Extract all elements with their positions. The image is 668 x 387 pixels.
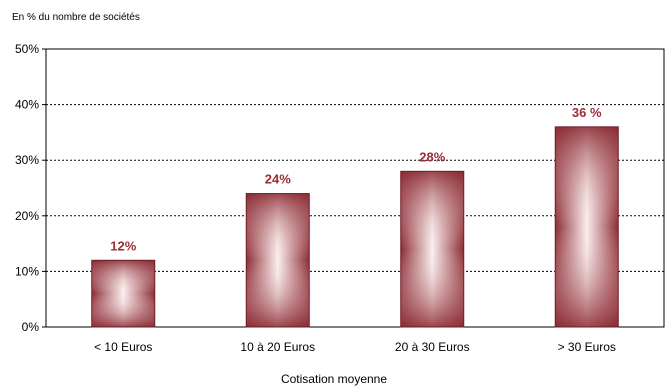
- y-tick-label: 30%: [15, 153, 39, 167]
- x-axis-title: Cotisation moyenne: [280, 372, 388, 386]
- y-tick-label: 40%: [15, 98, 39, 112]
- x-tick-label: 20 à 30 Euros: [395, 340, 470, 354]
- y-tick-label: 50%: [15, 42, 39, 56]
- y-tick-label: 20%: [15, 209, 39, 223]
- bar: [245, 193, 310, 328]
- y-tick-label: 10%: [15, 264, 39, 278]
- y-tick-label: 0%: [22, 320, 40, 334]
- unit-note: En % du nombre de sociétés: [12, 12, 140, 23]
- data-label: 24%: [265, 172, 291, 187]
- plot-frame: [45, 48, 665, 328]
- bar: [554, 126, 619, 328]
- x-tick-label: > 30 Euros: [558, 340, 616, 354]
- data-label: 12%: [110, 238, 136, 253]
- data-label: 28%: [419, 149, 445, 164]
- data-label: 36 %: [572, 105, 602, 120]
- bar: [91, 259, 156, 328]
- x-tick-label: 10 à 20 Euros: [240, 340, 315, 354]
- bar: [400, 170, 465, 328]
- x-tick-label: < 10 Euros: [94, 340, 152, 354]
